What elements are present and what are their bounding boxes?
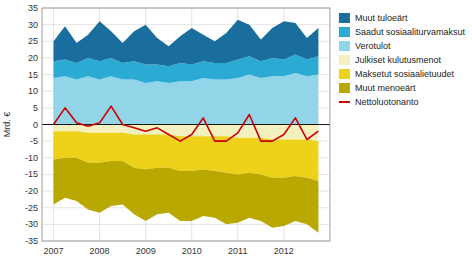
y-tick-label: 20 [28, 53, 38, 63]
y-tick-label: 5 [33, 103, 38, 113]
y-tick-label: -25 [25, 203, 38, 213]
legend-swatch [339, 27, 350, 37]
legend-label: Nettoluotonanto [355, 97, 419, 107]
legend-swatch [339, 55, 350, 65]
y-axis-label: Mrd. € [2, 112, 12, 138]
x-tick-label: 2008 [90, 246, 110, 256]
legend-label: Muut menoeärt [355, 83, 416, 93]
y-tick-label: -10 [25, 153, 38, 163]
legend-label: Maksetut sosiaalietuudet [355, 69, 455, 79]
legend-item: Nettoluotonanto [339, 97, 419, 107]
y-tick-label: -15 [25, 169, 38, 179]
y-tick-label: -35 [25, 236, 38, 246]
grid [42, 8, 330, 241]
y-tick-label: -20 [25, 186, 38, 196]
legend-item: Maksetut sosiaalietuudet [339, 69, 455, 79]
plot-frame [42, 8, 330, 241]
legend-item: Verotulot [339, 41, 391, 51]
y-tick-label: -5 [30, 136, 38, 146]
legend-label: Julkiset kulutusmenot [355, 55, 442, 65]
chart: -35 -30 -25 -20 -15 -10 -5 0 5 10 15 20 25 30 35 2007 20… [0, 0, 472, 263]
legend-item: Muut tuloeärt [339, 13, 408, 23]
legend-label: Verotulot [355, 41, 391, 51]
legend-item: Saadut sosiaaliturvamaksut [339, 27, 466, 37]
area [54, 158, 319, 233]
x-tick-label: 2010 [182, 246, 202, 256]
legend-swatch [339, 69, 350, 79]
x-tick-label: 2007 [44, 246, 64, 256]
x-tick-label: 2009 [136, 246, 156, 256]
line [54, 106, 319, 141]
y-tick-label: -30 [25, 219, 38, 229]
legend-item: Muut menoeärt [339, 83, 416, 93]
y-tick-label: 25 [28, 36, 38, 46]
legend: Muut tuloeärt Saadut sosiaaliturvamaksut V… [339, 13, 466, 107]
x-tick-label: 2012 [274, 246, 294, 256]
legend-swatch [339, 13, 350, 23]
legend-swatch [339, 41, 350, 51]
y-tick-label: 0 [33, 120, 38, 130]
y-tick-label: 35 [28, 3, 38, 13]
legend-swatch [339, 83, 350, 93]
x-tick-label: 2011 [228, 246, 247, 256]
axes: -35 -30 -25 -20 -15 -10 -5 0 5 10 15 20 25 30 35 2007 20… [2, 3, 294, 256]
area [54, 20, 319, 67]
legend-line [339, 101, 350, 103]
data-layer [42, 20, 330, 233]
legend-item: Julkiset kulutusmenot [339, 55, 442, 65]
legend-label: Saadut sosiaaliturvamaksut [355, 27, 466, 37]
y-tick-label: 30 [28, 20, 38, 30]
y-tick-label: 15 [28, 70, 38, 80]
y-tick-label: 10 [28, 86, 38, 96]
legend-label: Muut tuloeärt [355, 13, 408, 23]
